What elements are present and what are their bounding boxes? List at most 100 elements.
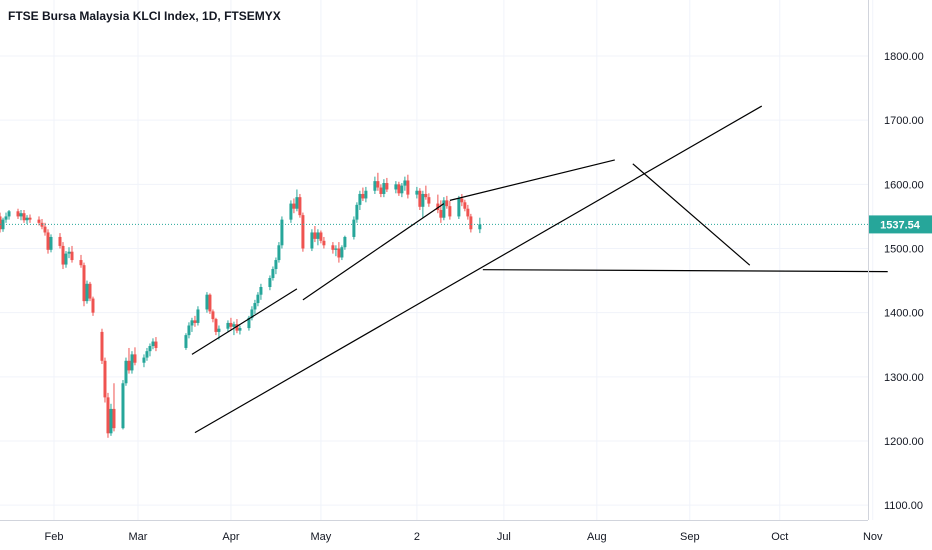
candle-body (43, 226, 47, 233)
candle-body (385, 183, 389, 190)
candle-body (124, 360, 128, 384)
candle-body (319, 232, 323, 241)
candle-body (373, 181, 377, 191)
candle-body (19, 213, 23, 217)
candle-body (184, 335, 188, 348)
candle-body (187, 325, 191, 336)
x-tick-label: Sep (680, 531, 700, 543)
x-tick-label: 2 (414, 531, 420, 543)
y-tick-label: 1700.00 (884, 115, 924, 127)
candle-body (445, 200, 449, 207)
candle-body (7, 211, 11, 217)
candle-body (79, 260, 83, 266)
y-tick-label: 1100.00 (884, 500, 923, 512)
candle-body (316, 232, 320, 239)
candle-body (253, 303, 257, 310)
y-tick-label: 1800.00 (884, 51, 924, 63)
candle-body (277, 245, 281, 261)
candle-layer (0, 172, 482, 438)
candle-body (58, 236, 62, 246)
candle-body (4, 216, 8, 220)
x-tick-label: Aug (587, 531, 607, 543)
candle-body (217, 328, 221, 332)
candle-body (28, 217, 32, 220)
line-layer (0, 105, 888, 434)
candle-body (37, 219, 41, 223)
candle-body (400, 185, 404, 194)
candle-body (247, 317, 251, 329)
candle-body (448, 206, 452, 217)
candle-body (268, 278, 272, 288)
candle-body (376, 181, 380, 188)
candle-body (256, 294, 260, 304)
x-tick-label: Nov (863, 531, 883, 543)
candle-body (478, 224, 482, 230)
candle-body (361, 193, 365, 199)
y-tick-label: 1600.00 (884, 179, 924, 191)
candle-body (355, 204, 359, 220)
candle-body (88, 283, 92, 299)
candle-body (250, 309, 254, 318)
candle-body (16, 211, 20, 217)
trend-line (194, 105, 763, 434)
candle-body (226, 322, 230, 329)
candle-body (82, 265, 86, 302)
x-tick-label: Mar (128, 531, 147, 543)
trend-line (632, 163, 751, 266)
candle-body (46, 232, 50, 250)
candle-body (421, 193, 425, 207)
candle-body (112, 408, 116, 429)
candle-body (439, 210, 443, 218)
x-tick-label: May (311, 531, 332, 543)
candle-body (424, 193, 428, 198)
candle-body (190, 320, 194, 326)
candle-body (49, 236, 53, 250)
candle-body (406, 180, 410, 195)
candle-body (427, 197, 431, 204)
candle-body (397, 184, 401, 194)
y-tick-label: 1300.00 (884, 372, 924, 384)
candle-body (106, 397, 110, 434)
candle-body (229, 322, 233, 327)
candle-body (22, 213, 26, 221)
candle-body (415, 190, 419, 195)
candle-body (145, 351, 149, 358)
candle-body (151, 341, 155, 347)
candle-body (196, 309, 200, 323)
candle-body (337, 248, 341, 258)
candle-body (25, 217, 29, 221)
candle-body (418, 190, 422, 207)
candle-body (352, 219, 356, 237)
candle-body (442, 200, 446, 218)
candle-body (91, 298, 95, 313)
candle-body (469, 216, 473, 230)
candle-body (121, 383, 125, 429)
x-tick-label: Feb (45, 531, 64, 543)
candle-body (289, 203, 293, 220)
last-price-tag (869, 215, 932, 234)
candle-body (379, 187, 383, 194)
chart-title: FTSE Bursa Malaysia KLCI Index, 1D, FTSE… (8, 9, 281, 23)
candle-body (298, 197, 302, 216)
candle-body (205, 294, 209, 310)
trend-line (191, 288, 298, 355)
candle-body (295, 197, 299, 209)
candle-body (301, 215, 305, 249)
candle-body (70, 251, 74, 261)
candle-body (331, 245, 335, 250)
candle-body (193, 320, 197, 323)
candle-body (403, 180, 407, 186)
x-tick-label: Jul (497, 531, 511, 543)
trend-line (302, 203, 445, 301)
candle-body (460, 198, 464, 203)
candle-body (457, 198, 461, 217)
candle-body (127, 360, 131, 371)
candle-body (109, 408, 113, 434)
candle-body (271, 269, 275, 279)
y-tick-label: 1200.00 (884, 436, 924, 448)
candle-body (322, 240, 326, 246)
trend-line (482, 269, 888, 273)
